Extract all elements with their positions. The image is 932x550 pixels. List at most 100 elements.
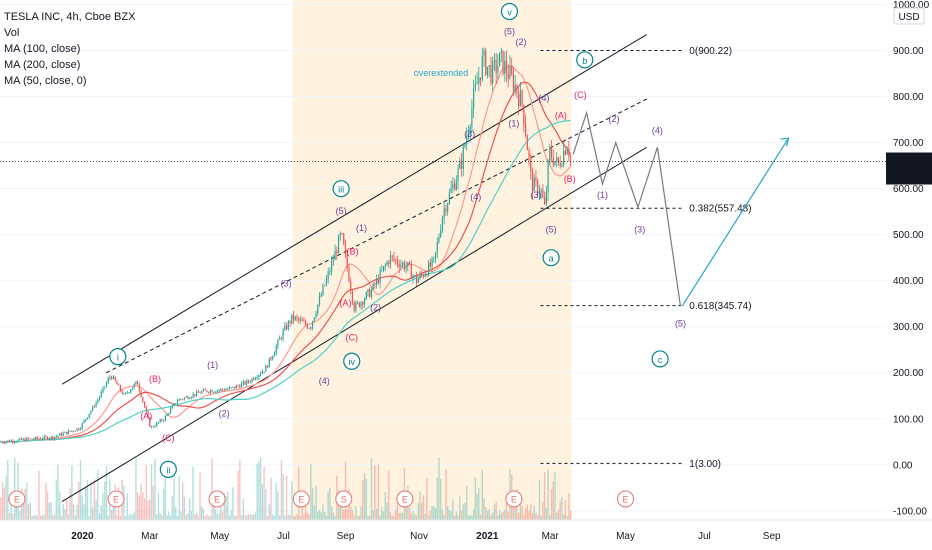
overextended-annotation: overextended: [414, 68, 469, 78]
volume-bar: [19, 510, 21, 520]
candle-body: [137, 381, 139, 385]
volume-bar: [474, 477, 477, 520]
volume-bar: [299, 516, 302, 520]
volume-bar: [133, 512, 135, 520]
wave-label-sub: (4): [319, 376, 330, 386]
volume-bar: [542, 501, 544, 520]
volume-bar: [384, 492, 387, 520]
price-tick-label: 600.00: [893, 184, 924, 195]
candle-body: [62, 433, 64, 436]
event-circle: [335, 490, 353, 508]
candle-body: [514, 85, 516, 91]
time-axis[interactable]: 2020 Mar May Jul Sep Nov 2021 Mar May Jul Sep: [0, 519, 932, 550]
volume-bar: [469, 515, 471, 520]
candle-body: [306, 324, 308, 329]
volume-bar: [540, 515, 542, 520]
legend-volume[interactable]: Vol: [4, 27, 20, 39]
volume-bar: [504, 509, 506, 520]
volume-bar: [375, 508, 378, 520]
candle-body: [34, 437, 37, 440]
candle-body: [1, 441, 4, 443]
candle-body: [540, 189, 542, 193]
candle-body: [505, 60, 508, 74]
volume-bar: [278, 515, 281, 520]
legend-ma200[interactable]: MA (200, close): [4, 59, 81, 71]
volume-bar: [452, 499, 454, 520]
candle-body: [163, 420, 165, 422]
price-axis-bg: [886, 0, 932, 550]
volume-bar: [438, 457, 440, 520]
volume-bar: [171, 495, 174, 520]
candle-body: [59, 433, 61, 436]
volume-bar: [561, 496, 563, 520]
volume-bar: [218, 513, 220, 520]
volume-bar: [410, 513, 412, 520]
candle-body: [232, 386, 234, 388]
candle-body: [479, 77, 482, 80]
candle-body: [379, 270, 381, 284]
wave-label-minor: (A): [555, 111, 567, 121]
candle-body: [138, 384, 141, 391]
candle-body: [145, 407, 147, 412]
candle-body: [459, 161, 461, 169]
candle-body: [557, 157, 560, 164]
wave-label-sub: (4): [470, 192, 481, 202]
candle-body: [351, 290, 354, 302]
candle-body: [322, 285, 324, 295]
volume-bar: [535, 513, 537, 520]
candle-body: [298, 318, 300, 321]
candle-body: [199, 392, 201, 394]
volume-bar: [562, 514, 565, 520]
price-axis[interactable]: 1000.00 900.00 800.00 700.00 600.00 500.00 400…: [886, 0, 932, 550]
candle-body: [227, 389, 229, 390]
legend-ma100[interactable]: MA (100, close): [4, 43, 81, 55]
candle-body: [130, 389, 132, 393]
wave-label-primary: iii: [338, 185, 344, 195]
candle-body: [289, 321, 291, 324]
volume-bar: [301, 497, 303, 520]
event-circle: [208, 490, 226, 508]
symbol-title[interactable]: TESLA INC, 4h, Cboe BZX: [4, 11, 136, 23]
candle-body: [523, 104, 525, 124]
candle-body: [355, 302, 357, 311]
candle-body: [299, 319, 302, 321]
volume-bar: [408, 507, 411, 520]
event-marker: E: [402, 495, 408, 505]
volume-bar: [325, 515, 328, 520]
wave-label-sub: (5): [504, 27, 515, 37]
candle-body: [318, 296, 321, 305]
candle-body: [12, 440, 14, 443]
volume-bar: [485, 506, 487, 520]
volume-bar: [72, 503, 75, 520]
candle-body: [450, 188, 452, 193]
wave-label-primary: c: [658, 355, 663, 365]
trend-channel[interactable]: [61, 34, 648, 503]
wave-label-minor: (A): [140, 411, 152, 421]
candle-body: [66, 431, 68, 435]
candle-body: [55, 436, 57, 438]
volume-bar: [564, 499, 567, 520]
candle-body: [327, 271, 329, 279]
candle-body: [95, 402, 97, 407]
volume-bar: [93, 479, 96, 520]
legend-ma50[interactable]: MA (50, close, 0): [4, 75, 87, 87]
fibonacci-levels[interactable]: 0(900.22) 0.382(557.48) 0.618(345.74) 1(3.0…: [540, 46, 752, 470]
candle-body: [266, 365, 269, 368]
volume-bar: [306, 512, 309, 520]
candle-body: [561, 164, 563, 167]
candle-body: [102, 387, 104, 392]
candle-body: [311, 321, 314, 328]
candle-body: [564, 150, 567, 155]
candle-body: [213, 391, 215, 393]
wave-projection[interactable]: [572, 110, 790, 307]
candles: [0, 47, 572, 445]
event-circle: [396, 490, 414, 508]
wave-label-sub: (2): [370, 303, 381, 313]
volume-bar: [5, 476, 7, 520]
candle-body: [221, 388, 224, 390]
candle-body: [190, 397, 192, 399]
wave-label-minor: (B): [347, 246, 359, 256]
projection-path: [572, 110, 682, 307]
